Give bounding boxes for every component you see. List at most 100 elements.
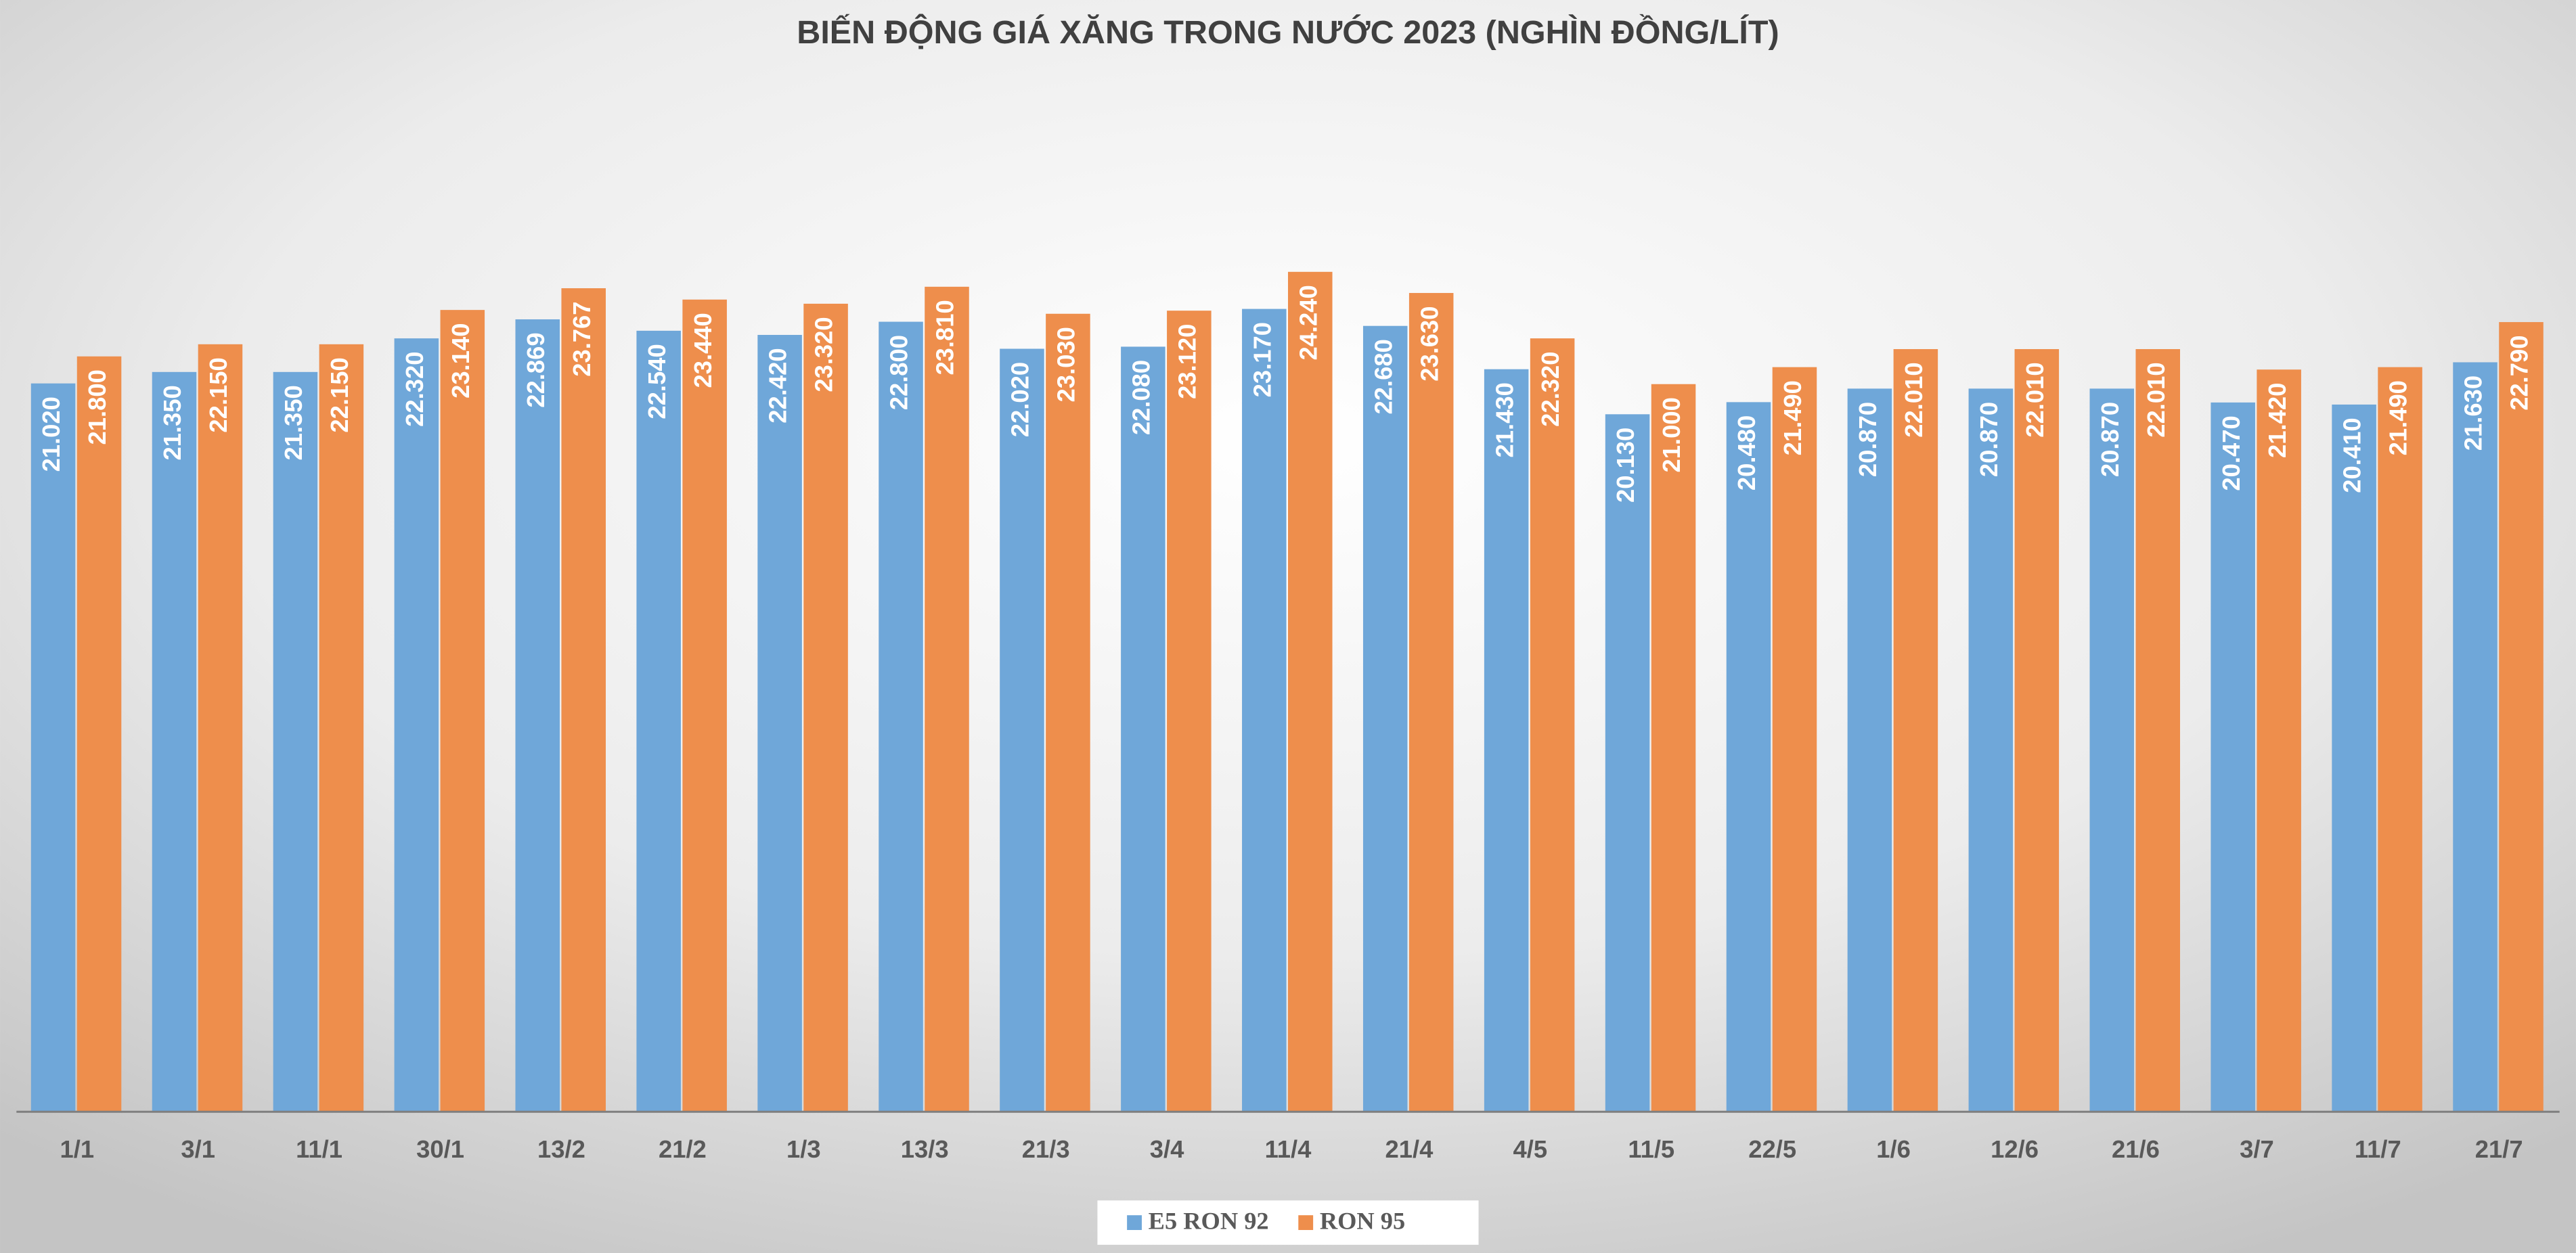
legend-items: E5 RON 92 RON 95 <box>1127 1208 1405 1235</box>
x-tick-label: 30/1 <box>416 1135 464 1163</box>
bar <box>2332 404 2376 1112</box>
value-label: 22.020 <box>1006 362 1034 437</box>
value-label: 21.800 <box>83 369 111 445</box>
bar <box>1121 346 1165 1112</box>
value-label: 22.320 <box>401 352 428 427</box>
bar <box>2211 402 2255 1112</box>
value-label: 23.630 <box>1415 306 1443 381</box>
value-label: 23.120 <box>1173 324 1201 399</box>
value-label: 21.420 <box>2263 383 2291 458</box>
x-tick-label: 21/6 <box>2112 1135 2160 1163</box>
value-label: 21.490 <box>1779 380 1806 455</box>
bar <box>152 371 197 1112</box>
value-label: 23.140 <box>447 323 474 398</box>
value-label: 23.767 <box>568 301 596 376</box>
bar <box>1726 402 1771 1112</box>
value-label: 20.870 <box>2096 402 2124 477</box>
bar <box>1167 311 1212 1112</box>
bar <box>1651 384 1696 1112</box>
value-label: 22.790 <box>2506 335 2533 410</box>
value-label: 22.320 <box>1536 352 1564 427</box>
value-label: 21.020 <box>37 396 65 472</box>
bar <box>757 335 802 1112</box>
bar <box>1772 367 1817 1112</box>
x-tick-label: 3/4 <box>1150 1135 1184 1163</box>
value-label: 22.080 <box>1127 360 1155 435</box>
legend-swatch <box>1127 1215 1142 1231</box>
bar <box>1000 348 1044 1112</box>
value-label: 23.810 <box>931 300 959 375</box>
value-label: 22.540 <box>643 344 671 419</box>
bar <box>2453 362 2497 1112</box>
value-label: 22.150 <box>204 357 232 432</box>
value-label: 20.870 <box>1975 402 2003 477</box>
bar <box>925 286 969 1112</box>
value-label: 24.240 <box>1294 285 1322 360</box>
x-tick-label: 4/5 <box>1513 1135 1548 1163</box>
bar <box>1605 414 1650 1112</box>
bar <box>803 303 848 1112</box>
x-tick-label: 1/1 <box>60 1135 94 1163</box>
bar <box>1242 309 1287 1112</box>
bar <box>2257 369 2301 1112</box>
bar <box>76 356 122 1112</box>
value-label: 22.420 <box>764 348 792 423</box>
value-label: 22.010 <box>1900 362 1928 437</box>
value-label: 20.870 <box>1854 402 1882 477</box>
x-tick-label: 3/1 <box>181 1135 215 1163</box>
value-label: 20.130 <box>1612 428 1639 503</box>
bar <box>30 383 76 1112</box>
value-label: 21.350 <box>158 385 186 460</box>
bar <box>636 330 681 1112</box>
x-tick-label: 12/6 <box>1991 1135 2039 1163</box>
x-tick-label: 21/3 <box>1022 1135 1070 1163</box>
x-tick-label: 11/7 <box>2355 1135 2401 1163</box>
legend-label: E5 RON 92 <box>1149 1208 1269 1235</box>
bar <box>1046 313 1090 1112</box>
bar <box>1968 388 2014 1112</box>
value-label: 20.410 <box>2338 417 2366 493</box>
bar <box>1847 388 1892 1112</box>
value-label: 21.000 <box>1658 397 1685 472</box>
bar <box>440 310 485 1112</box>
legend <box>1097 1200 1479 1245</box>
x-tick-label: 11/1 <box>296 1135 342 1163</box>
bar <box>1530 338 1575 1112</box>
bar <box>2135 349 2181 1112</box>
x-tick-label: 11/4 <box>1265 1135 1312 1163</box>
bar <box>1362 325 1408 1112</box>
bar <box>515 319 560 1112</box>
value-label: 22.680 <box>1369 339 1397 414</box>
value-label: 20.470 <box>2217 415 2245 491</box>
bar <box>2499 322 2544 1112</box>
bar <box>879 321 923 1112</box>
value-label: 20.480 <box>1733 415 1760 491</box>
value-label: 23.170 <box>1248 322 1276 397</box>
value-label: 22.800 <box>885 335 913 410</box>
legend-swatch <box>1298 1215 1314 1231</box>
x-tick-label: 21/4 <box>1385 1135 1434 1163</box>
value-label: 21.630 <box>2460 375 2487 451</box>
value-label: 23.320 <box>810 317 838 392</box>
bar <box>273 371 318 1112</box>
x-tick-label: 3/7 <box>2240 1135 2274 1163</box>
legend-label: RON 95 <box>1320 1208 1405 1235</box>
bar <box>1484 369 1529 1112</box>
value-label: 22.869 <box>522 332 550 407</box>
bar <box>198 344 243 1112</box>
plot: 1/1 21.020 21.800 3/1 21.350 22.150 11/1 21.350… <box>30 271 2544 1163</box>
bar <box>1408 293 1454 1112</box>
bar <box>2378 367 2422 1112</box>
x-tick-label: 1/6 <box>1876 1135 1911 1163</box>
x-tick-label: 13/2 <box>537 1135 585 1163</box>
value-label: 22.150 <box>326 357 353 432</box>
value-label: 23.030 <box>1052 327 1080 402</box>
bar <box>682 299 727 1112</box>
x-tick-label: 13/3 <box>901 1135 949 1163</box>
bar <box>394 338 439 1112</box>
value-label: 21.430 <box>1490 382 1518 457</box>
value-label: 21.350 <box>280 385 307 460</box>
bar <box>1893 349 1938 1112</box>
